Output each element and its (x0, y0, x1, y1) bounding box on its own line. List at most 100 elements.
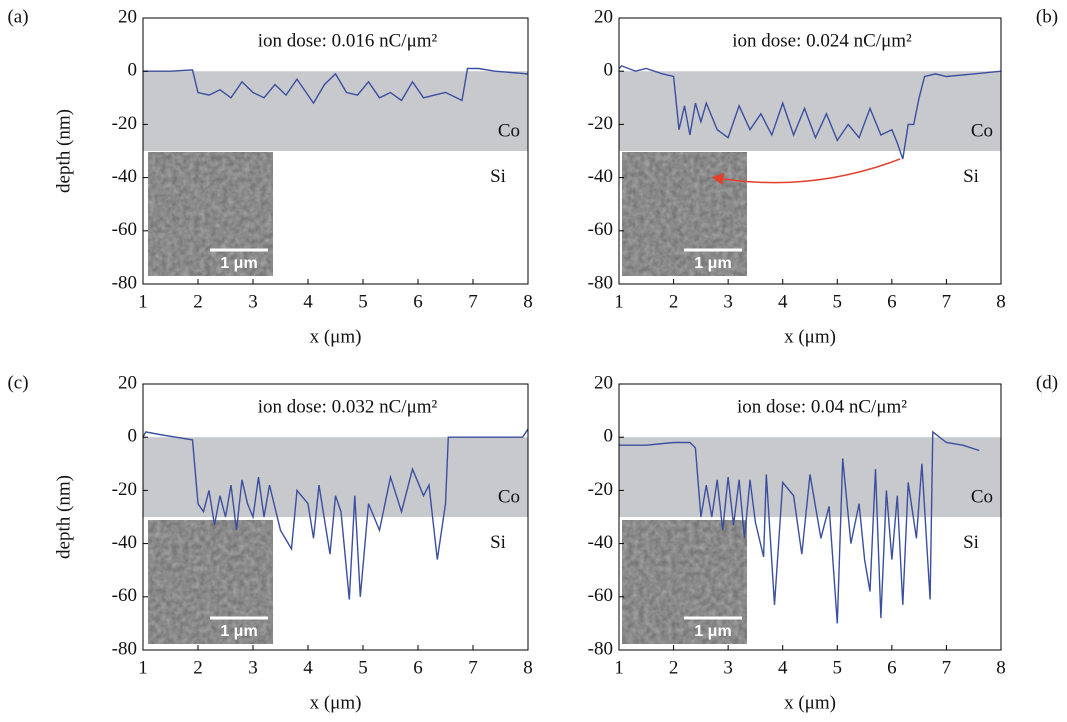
x-axis-label: x (μm) (310, 692, 362, 713)
panel-label: (b) (1036, 6, 1058, 27)
x-tick-label: 7 (942, 291, 952, 312)
panel-title: ion dose: 0.032 nC/μm² (258, 396, 438, 417)
x-axis-label: x (μm) (784, 326, 836, 347)
x-axis-label: x (μm) (310, 326, 362, 347)
arrow (711, 158, 901, 185)
x-tick-label: 7 (942, 657, 952, 678)
x-tick-label: 8 (523, 657, 533, 678)
x-tick-label: 7 (468, 657, 478, 678)
x-tick-label: 7 (468, 291, 478, 312)
x-tick-label: 6 (887, 291, 897, 312)
y-tick-label: 0 (604, 60, 614, 81)
layer-label: Co (971, 121, 993, 142)
x-tick-label: 8 (996, 291, 1006, 312)
y-tick-label: -20 (112, 479, 137, 500)
y-tick-label: -20 (588, 113, 613, 134)
x-tick-label: 1 (138, 291, 148, 312)
x-tick-label: 1 (138, 657, 148, 678)
x-tick-label: 4 (303, 291, 313, 312)
y-tick-label: -60 (112, 585, 137, 606)
y-tick-label: 0 (128, 426, 138, 447)
scale-bar-label: 1 μm (220, 255, 257, 272)
x-tick-label: 2 (669, 291, 679, 312)
depth-profile (619, 430, 980, 624)
depth-profile (143, 67, 529, 105)
plot-frame (142, 17, 529, 285)
y-tick-label: 20 (594, 372, 613, 393)
x-tick-label: 5 (833, 291, 843, 312)
x-tick-label: 6 (887, 657, 897, 678)
sem-inset (622, 152, 747, 276)
y-tick-label: -20 (112, 113, 137, 134)
x-tick-label: 2 (193, 291, 203, 312)
layer-label: Si (963, 532, 979, 553)
co-layer (143, 71, 528, 151)
y-tick-label: 20 (594, 6, 613, 27)
x-tick-label: 2 (193, 657, 203, 678)
plot-frame (618, 383, 1002, 651)
layer-label: Co (971, 487, 993, 508)
layer-label: Si (490, 532, 506, 553)
y-tick-label: -80 (588, 272, 613, 293)
co-layer (619, 71, 1001, 151)
plot-frame (618, 17, 1002, 285)
y-tick-label: -60 (112, 219, 137, 240)
panel-label: (a) (7, 6, 28, 27)
y-tick-label: -40 (112, 166, 137, 187)
x-tick-label: 2 (669, 657, 679, 678)
y-tick-label: -60 (588, 585, 613, 606)
y-tick-label: 20 (118, 372, 137, 393)
y-tick-label: -60 (588, 219, 613, 240)
scale-bar-label: 1 μm (694, 623, 731, 640)
x-tick-label: 5 (833, 657, 843, 678)
x-tick-label: 1 (614, 291, 624, 312)
y-tick-label: -40 (588, 166, 613, 187)
layer-label: Co (498, 121, 520, 142)
scale-bar-label: 1 μm (220, 623, 257, 640)
y-tick-label: 0 (128, 60, 138, 81)
panel-title: ion dose: 0.016 nC/μm² (258, 30, 438, 51)
x-axis-label: x (μm) (784, 692, 836, 713)
panel-label: (d) (1036, 372, 1058, 393)
x-tick-label: 5 (358, 291, 368, 312)
y-tick-label: -40 (112, 532, 137, 553)
x-tick-label: 1 (614, 657, 624, 678)
x-tick-label: 3 (248, 657, 258, 678)
x-tick-label: 4 (778, 291, 788, 312)
layer-label: Si (963, 166, 979, 187)
x-tick-label: 8 (996, 657, 1006, 678)
depth-profile (142, 428, 529, 600)
co-layer (143, 437, 528, 517)
y-tick-label: -80 (112, 638, 137, 659)
panel-title: ion dose: 0.024 nC/μm² (732, 30, 912, 51)
scale-bar-label: 1 μm (694, 255, 731, 272)
depth-profile (618, 65, 1002, 160)
y-axis-label: depth (nm) (53, 109, 74, 193)
sem-inset (148, 152, 273, 276)
panel-label: (c) (7, 372, 28, 393)
x-tick-label: 5 (358, 657, 368, 678)
layer-label: Si (490, 166, 506, 187)
x-tick-label: 3 (723, 657, 733, 678)
plot-frame (142, 383, 529, 651)
panel-title: ion dose: 0.04 nC/μm² (737, 396, 907, 417)
sem-inset (622, 520, 747, 644)
y-tick-label: 20 (118, 6, 137, 27)
x-tick-label: 4 (303, 657, 313, 678)
x-tick-label: 8 (523, 291, 533, 312)
y-axis-label: depth (nm) (53, 475, 74, 559)
y-tick-label: -40 (588, 532, 613, 553)
x-tick-label: 3 (723, 291, 733, 312)
x-tick-label: 6 (413, 291, 423, 312)
y-tick-label: 0 (604, 426, 614, 447)
y-tick-label: -20 (588, 479, 613, 500)
x-tick-label: 4 (778, 657, 788, 678)
x-tick-label: 6 (413, 657, 423, 678)
x-tick-label: 3 (248, 291, 258, 312)
layer-label: Co (498, 487, 520, 508)
y-tick-label: -80 (112, 272, 137, 293)
y-tick-label: -80 (588, 638, 613, 659)
sem-inset (148, 520, 273, 644)
